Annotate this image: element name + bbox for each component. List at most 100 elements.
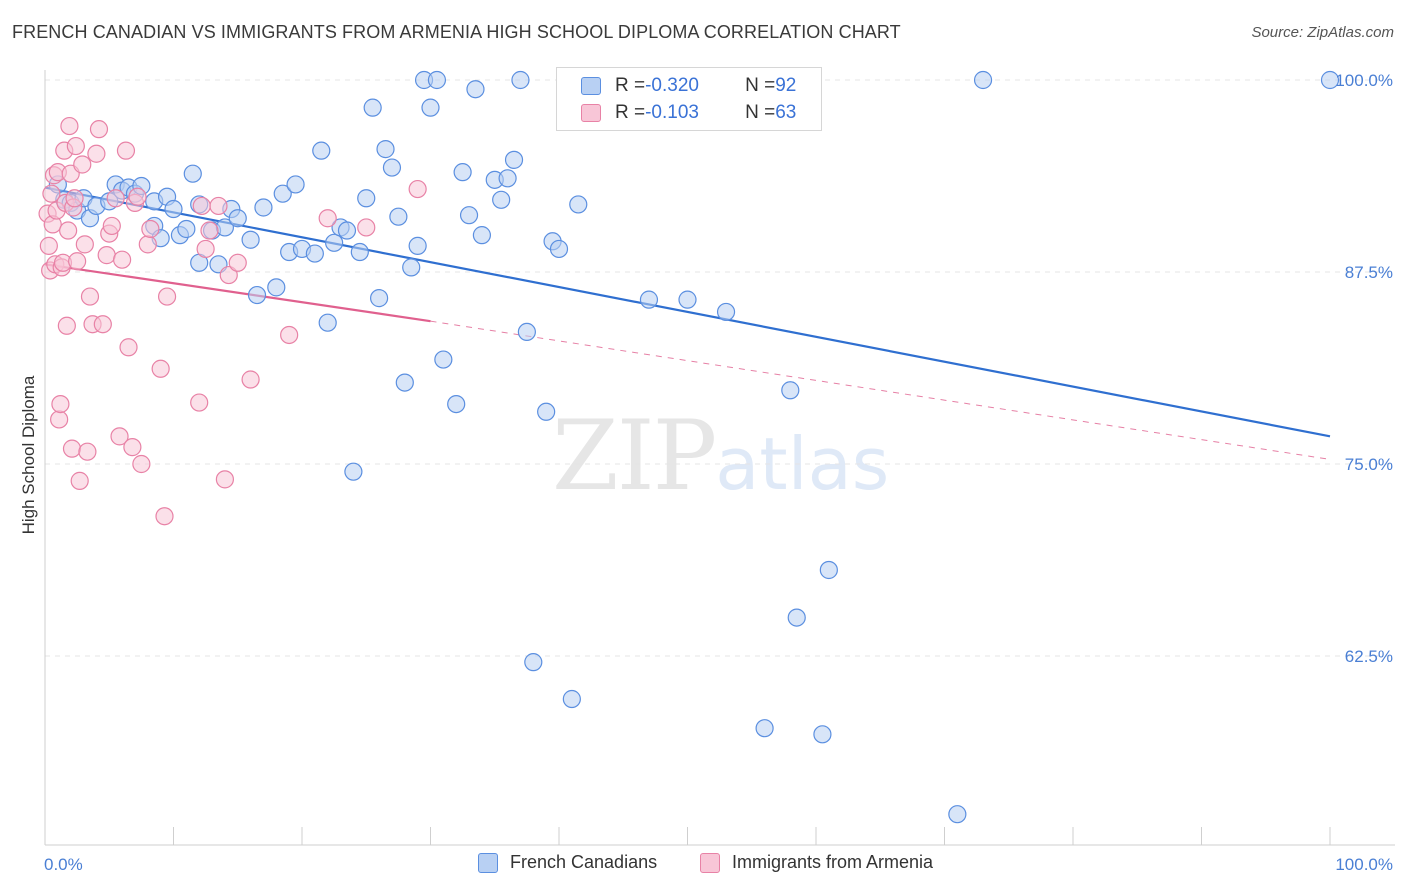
point-armenia — [200, 221, 219, 240]
point-french-canadians — [1320, 70, 1340, 90]
point-french-canadians — [228, 209, 247, 228]
point-armenia — [39, 236, 58, 255]
point-french-canadians — [716, 302, 736, 322]
legend-swatch-blue — [581, 77, 601, 95]
point-armenia — [138, 235, 157, 254]
axes — [44, 70, 1395, 846]
trend-lines — [44, 186, 1331, 460]
point-armenia — [190, 393, 209, 412]
series-swatch-blue — [478, 852, 498, 873]
legend-row-french-canadians: R = -0.320 N = 92 — [581, 74, 796, 98]
point-french-canadians — [434, 350, 453, 369]
source-label: Source: ZipAtlas.com — [1251, 24, 1394, 41]
point-armenia — [241, 370, 260, 389]
point-french-canadians — [254, 198, 273, 217]
axis-labels: 62.5% 75.0% 87.5% 100.0% 0.0% 100.0% High Scho… — [19, 71, 1393, 874]
point-armenia — [155, 507, 174, 526]
x-tick-label: 0.0% — [44, 855, 83, 874]
y-tick-label: 100.0% — [1335, 71, 1393, 90]
point-armenia — [89, 120, 109, 139]
point-armenia — [110, 427, 129, 446]
y-tick-label: 87.5% — [1345, 263, 1393, 282]
point-armenia — [78, 442, 97, 461]
point-french-canadians — [247, 285, 267, 305]
point-french-canadians — [267, 278, 286, 297]
point-french-canadians — [241, 230, 260, 249]
y-axis-label: High School Diploma — [19, 375, 38, 534]
legend-r-value: -0.103 — [645, 102, 699, 123]
watermark-atlas: atlas — [715, 422, 890, 506]
legend-n-label: N = — [745, 102, 776, 123]
data-points — [38, 70, 1340, 824]
point-armenia — [157, 287, 177, 306]
point-french-canadians — [273, 184, 292, 203]
legend-n-label: N = — [745, 75, 776, 96]
point-armenia — [93, 315, 112, 334]
point-french-canadians — [639, 290, 659, 309]
point-armenia — [80, 287, 100, 306]
correlation-legend: R = -0.320 N = 92 R = -0.103 N = 63 — [556, 67, 822, 131]
point-armenia — [219, 265, 238, 285]
point-armenia — [65, 189, 84, 208]
point-french-canadians — [524, 653, 543, 672]
point-french-canadians — [813, 725, 832, 744]
legend-r-label: R = — [615, 75, 646, 96]
point-armenia — [228, 253, 247, 272]
series-legend-armenia[interactable]: Immigrants from Armenia — [700, 852, 933, 873]
legend-n-value: 63 — [775, 102, 797, 123]
point-armenia — [73, 155, 92, 174]
point-armenia — [57, 316, 76, 335]
point-armenia — [102, 216, 121, 236]
point-armenia — [75, 235, 94, 254]
point-armenia — [42, 184, 61, 203]
point-french-canadians — [504, 150, 524, 169]
point-armenia — [70, 471, 89, 490]
grid — [45, 79, 1395, 657]
point-armenia — [112, 250, 132, 269]
point-armenia — [141, 219, 160, 239]
point-armenia — [119, 338, 138, 357]
series-legend: French Canadians Immigrants from Armenia — [0, 852, 1406, 878]
point-french-canadians — [395, 373, 414, 392]
point-french-canadians — [678, 290, 697, 309]
series-legend-label: French Canadians — [510, 852, 658, 872]
point-armenia — [209, 196, 228, 216]
point-armenia — [123, 438, 142, 457]
point-french-canadians — [421, 98, 440, 117]
point-french-canadians — [164, 199, 183, 219]
point-armenia — [60, 116, 79, 136]
point-french-canadians — [466, 80, 485, 99]
series-legend-french-canadians[interactable]: French Canadians — [478, 852, 657, 873]
point-french-canadians — [819, 560, 838, 580]
legend-n-value: 92 — [775, 75, 797, 96]
point-armenia — [87, 144, 106, 163]
point-french-canadians — [325, 233, 344, 252]
legend-swatch-pink — [581, 104, 601, 122]
watermark-zip: ZIP — [552, 400, 717, 512]
point-french-canadians — [402, 258, 421, 277]
point-french-canadians — [427, 70, 447, 90]
point-french-canadians — [498, 169, 517, 188]
point-armenia — [51, 394, 70, 414]
series-legend-label: Immigrants from Armenia — [732, 852, 934, 872]
point-armenia — [68, 252, 87, 271]
legend-row-armenia: R = -0.103 N = 63 — [581, 101, 796, 125]
point-french-canadians — [511, 70, 530, 90]
point-french-canadians — [363, 98, 382, 117]
point-french-canadians — [318, 313, 337, 332]
point-french-canadians — [537, 402, 556, 421]
point-french-canadians — [183, 164, 202, 183]
point-french-canadians — [948, 805, 967, 824]
point-armenia — [357, 218, 376, 237]
point-armenia — [116, 141, 136, 160]
point-french-canadians — [344, 462, 363, 481]
point-french-canadians — [376, 140, 395, 159]
x-tick-label: 100.0% — [1335, 855, 1393, 874]
chart-title: FRENCH CANADIAN VS IMMIGRANTS FROM ARMEN… — [12, 22, 901, 42]
trend-line — [44, 186, 1331, 438]
point-french-canadians — [472, 226, 491, 245]
point-armenia — [151, 359, 170, 378]
legend-r-value: -0.320 — [645, 75, 699, 96]
point-french-canadians — [408, 236, 427, 255]
